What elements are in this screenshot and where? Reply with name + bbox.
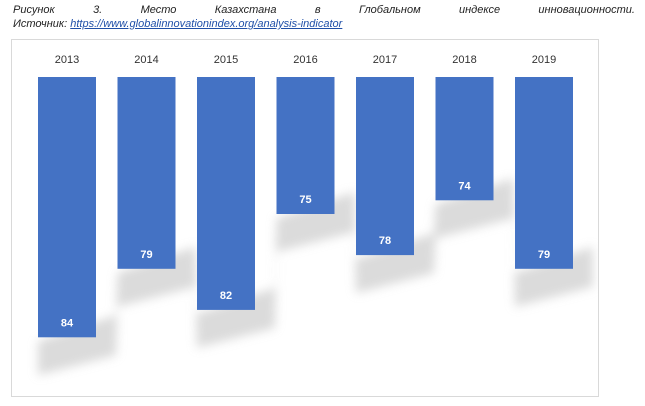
caption-word: 3. xyxy=(93,4,103,16)
bar-shadow xyxy=(38,178,593,376)
year-label-2018: 2018 xyxy=(452,54,476,66)
year-label-2013: 2013 xyxy=(55,54,79,66)
caption-word: Рисунок xyxy=(13,4,55,16)
bar-2013 xyxy=(38,77,96,338)
bar-2015 xyxy=(197,77,255,310)
value-label-2016: 75 xyxy=(299,194,311,206)
chart-area: 2013 2014 2015 2016 2017 2018 2019 84 79 82 75 78 7… xyxy=(11,39,599,397)
year-label-2016: 2016 xyxy=(293,54,317,66)
value-label-2018: 74 xyxy=(458,180,471,192)
caption-word: в xyxy=(314,4,321,16)
caption-source: Источник: https://www.globalinnovationin… xyxy=(13,17,635,31)
year-label-2015: 2015 xyxy=(214,54,238,66)
bar-2017 xyxy=(356,77,414,256)
value-label-2017: 78 xyxy=(379,235,391,247)
bar-2014 xyxy=(117,77,176,269)
year-label-2014: 2014 xyxy=(134,54,158,66)
figure-caption: Рисунок 3. Место Казахстана в Глобальном… xyxy=(13,3,635,31)
bar-chart: 2013 2014 2015 2016 2017 2018 2019 84 79 82 75 78 7… xyxy=(38,54,593,376)
source-link[interactable]: https://www.globalinnovationindex.org/an… xyxy=(70,18,343,30)
year-label-2017: 2017 xyxy=(373,54,397,66)
caption-word: инновационности. xyxy=(538,4,635,16)
value-label-2019: 79 xyxy=(538,249,550,261)
bar-2016 xyxy=(276,77,335,214)
value-label-2013: 84 xyxy=(61,317,74,329)
year-label-2019: 2019 xyxy=(532,54,556,66)
caption-word: Место xyxy=(140,4,177,16)
source-prefix: Источник: xyxy=(13,18,68,30)
bar-2018 xyxy=(435,77,494,201)
caption-word: Глобальном xyxy=(358,4,421,16)
caption-word: Казахстана xyxy=(214,4,277,16)
value-label-2014: 79 xyxy=(140,249,152,261)
value-label-2015: 82 xyxy=(220,290,232,302)
bar-2019 xyxy=(515,77,573,269)
caption-title: Рисунок 3. Место Казахстана в Глобальном… xyxy=(13,3,635,17)
caption-word: индексе xyxy=(459,4,501,16)
